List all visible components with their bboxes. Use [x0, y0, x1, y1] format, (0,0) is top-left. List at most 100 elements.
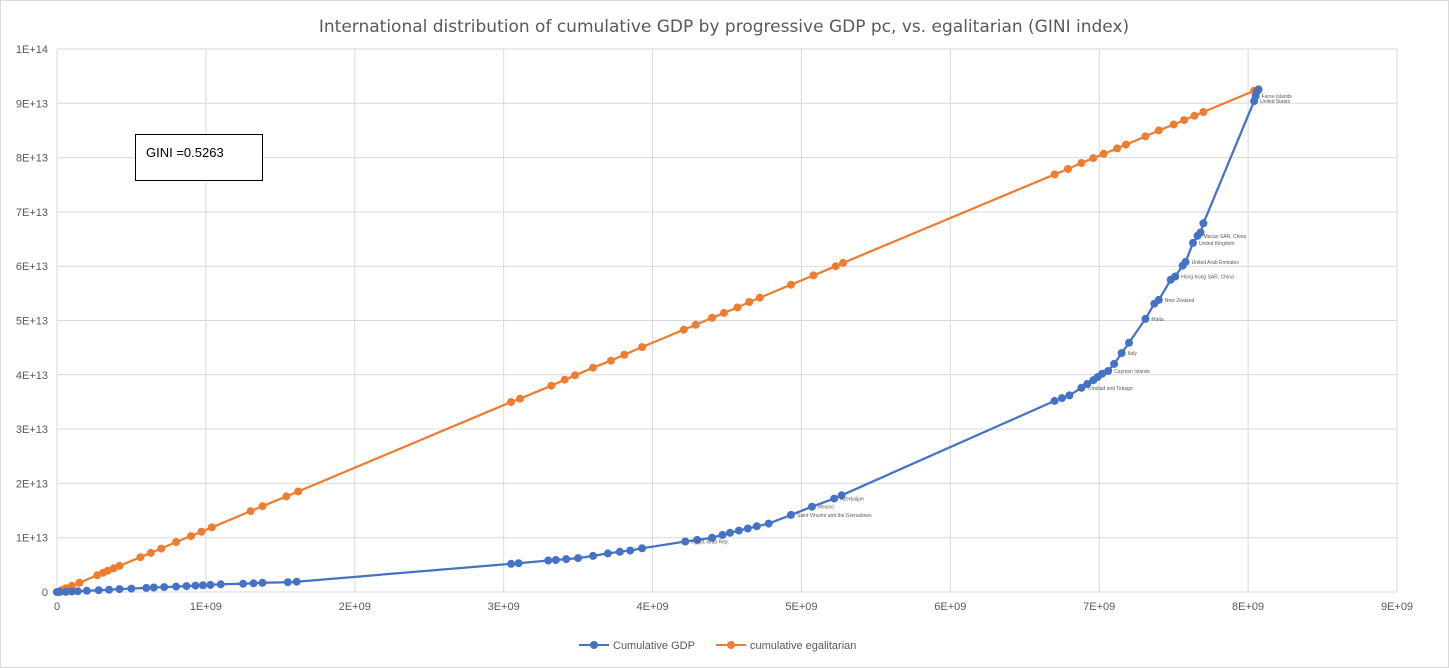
y-tick-label: 1E+14: [16, 44, 48, 56]
data-point-gdp: [807, 502, 816, 511]
data-point-gdp: [514, 559, 523, 568]
chart-title: International distribution of cumulative…: [319, 17, 1129, 37]
gini-annotation-box: GINI =0.5263: [135, 134, 263, 181]
data-point-gdp: [1110, 359, 1119, 368]
point-label: Cayman Islands: [1114, 369, 1150, 375]
data-point-egalitarian: [1050, 170, 1059, 179]
gini-annotation-text: GINI =0.5263: [146, 145, 224, 160]
data-point-gdp: [626, 546, 635, 555]
data-point-gdp: [1077, 383, 1086, 392]
data-point-egalitarian: [638, 343, 647, 352]
data-point-gdp: [1181, 257, 1190, 266]
data-point-egalitarian: [787, 280, 795, 289]
point-label: New Zealand: [1165, 298, 1195, 304]
x-tick-label: 3E+09: [488, 601, 520, 613]
x-axis-tick-labels: 0 1E+09 2E+09 3E+09 4E+09 5E+09 6E+09 7E+09 8E+0…: [54, 601, 1413, 613]
data-point-gdp: [1254, 85, 1263, 94]
data-point-egalitarian: [1077, 159, 1086, 167]
data-point-egalitarian: [620, 350, 629, 359]
data-point-egalitarian: [733, 303, 742, 312]
data-point-egalitarian: [282, 492, 291, 501]
legend: Cumulative GDP cumulative egalitarian: [579, 640, 856, 652]
data-point-gdp: [734, 526, 743, 535]
data-point-egalitarian: [507, 398, 516, 406]
point-label: Mexico: [818, 505, 834, 511]
y-tick-label: 1E+13: [16, 533, 48, 545]
data-point-gdp: [182, 582, 191, 591]
y-tick-label: 3E+13: [16, 424, 48, 436]
data-point-egalitarian: [516, 394, 524, 403]
data-point-gdp: [1171, 272, 1180, 281]
data-point-egalitarian: [1154, 126, 1163, 135]
data-point-gdp: [615, 547, 624, 556]
data-point-gdp: [249, 579, 258, 588]
x-tick-label: 0: [54, 601, 60, 613]
data-point-gdp: [1199, 219, 1208, 228]
point-label: Azerbaijan: [840, 497, 864, 503]
data-point-gdp: [1117, 349, 1126, 358]
data-point-egalitarian: [93, 571, 102, 580]
y-tick-label: 4E+13: [16, 370, 48, 382]
data-point-gdp: [589, 551, 597, 560]
data-point-gdp: [1196, 228, 1205, 237]
data-point-gdp: [787, 510, 795, 519]
data-point-egalitarian: [1122, 140, 1130, 149]
data-point-gdp: [562, 555, 571, 564]
data-point-egalitarian: [1141, 132, 1150, 141]
data-point-gdp: [1141, 314, 1150, 323]
data-point-egalitarian: [115, 561, 124, 570]
data-point-gdp: [1189, 238, 1197, 247]
data-point-gdp: [1083, 380, 1092, 388]
data-point-gdp: [292, 577, 301, 586]
data-point-gdp: [1104, 367, 1113, 375]
data-point-egalitarian: [187, 532, 195, 541]
y-axis-tick-labels: 0 1E+13 2E+13 3E+13 4E+13 5E+13 6E+13 7E+13 8E+1…: [16, 44, 48, 599]
data-point-gdp: [191, 581, 200, 590]
data-point-egalitarian: [136, 553, 145, 562]
data-point-gdp: [1065, 391, 1074, 400]
data-point-gdp: [149, 583, 158, 592]
point-label: Trinidad and Tobago: [1087, 386, 1133, 392]
x-tick-label: 2E+09: [339, 601, 371, 613]
data-point-gdp: [507, 559, 516, 568]
data-point-gdp: [61, 587, 70, 596]
data-point-egalitarian: [1089, 154, 1098, 163]
data-point-egalitarian: [571, 371, 580, 380]
y-tick-label: 5E+13: [16, 316, 48, 328]
data-point-egalitarian: [831, 262, 840, 271]
data-point-egalitarian: [197, 527, 206, 536]
y-tick-label: 7E+13: [16, 207, 48, 219]
data-point-gdp: [693, 535, 702, 544]
point-label: United Kingdom: [1199, 241, 1235, 247]
data-point-egalitarian: [157, 544, 166, 553]
point-label: Macao SAR, China: [1204, 234, 1247, 240]
data-point-egalitarian: [75, 578, 84, 587]
data-point-gdp: [56, 587, 64, 596]
point-label-layer: Egypt, Arab Rep. Azerbaijan Mexico Saint Vi…: [691, 94, 1292, 545]
y-tick-label: 8E+13: [16, 153, 48, 165]
point-label: Saint Vincent and the Grenadines: [797, 513, 872, 519]
data-point-gdp: [105, 585, 114, 594]
legend-gdp-marker: [590, 641, 598, 649]
data-point-gdp: [94, 586, 103, 595]
data-point-egalitarian: [720, 308, 728, 317]
data-point-egalitarian: [839, 258, 848, 267]
data-point-egalitarian: [1190, 111, 1199, 120]
data-point-egalitarian: [258, 502, 267, 511]
y-tick-label: 2E+13: [16, 478, 48, 490]
data-point-gdp: [638, 544, 647, 553]
data-point-gdp: [160, 583, 169, 592]
point-label: Italy: [1128, 351, 1138, 357]
data-point-gdp: [574, 554, 583, 563]
data-point-egalitarian: [691, 320, 700, 329]
data-point-egalitarian: [67, 581, 76, 590]
x-tick-label: 8E+09: [1232, 601, 1264, 613]
data-point-gdp: [551, 556, 560, 564]
series-egalitarian: [53, 85, 1263, 596]
x-tick-label: 6E+09: [934, 601, 966, 613]
data-point-egalitarian: [1180, 116, 1189, 125]
point-label: Malta: [1151, 317, 1163, 323]
data-point-gdp: [127, 584, 136, 593]
data-point-egalitarian: [1113, 144, 1122, 153]
